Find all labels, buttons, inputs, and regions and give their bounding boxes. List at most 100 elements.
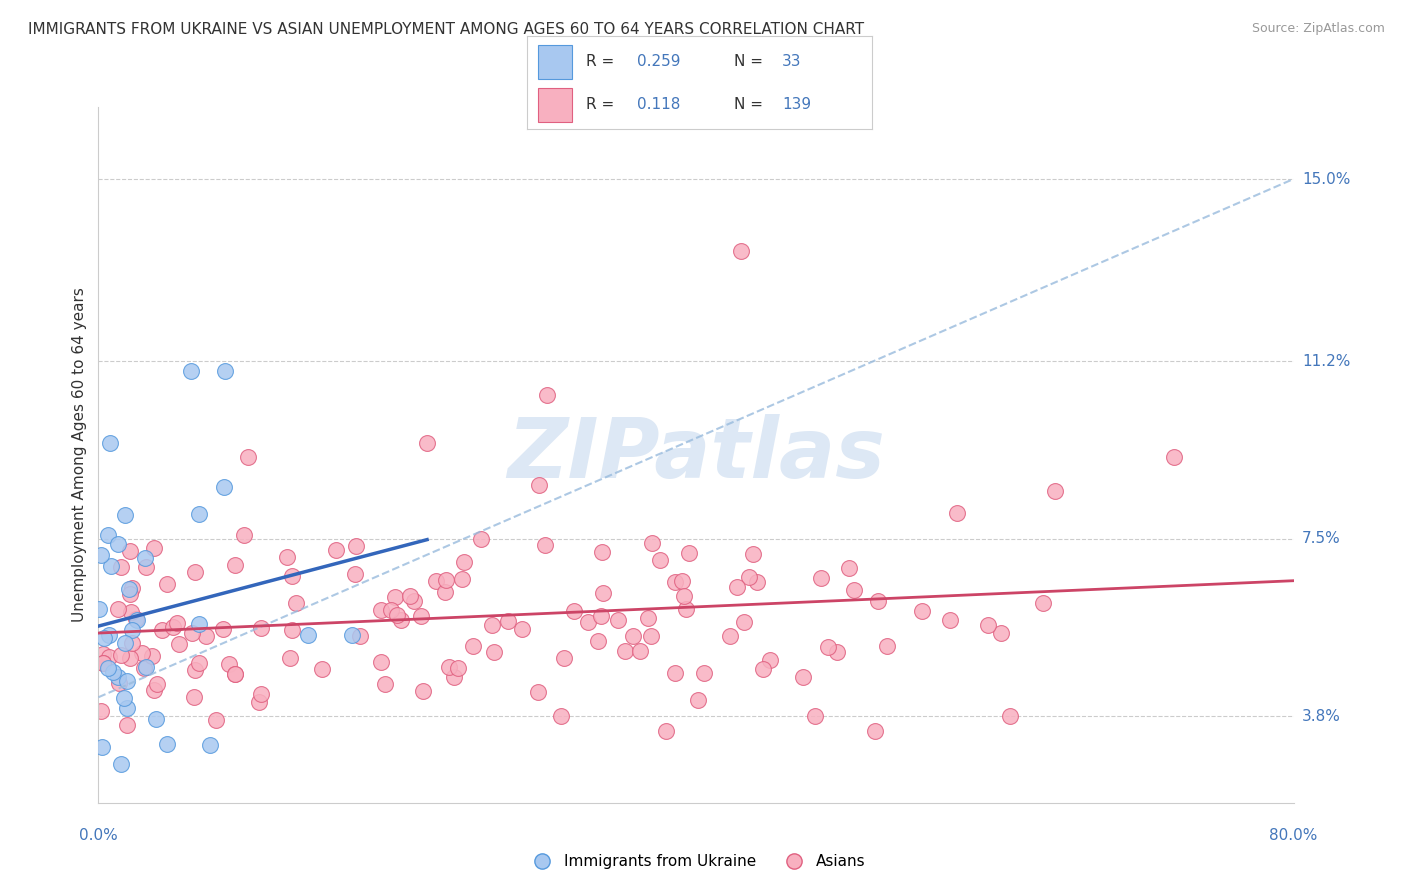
Point [90, 548, 112, 562]
Point [212, 622, 235, 636]
Point [946, 506, 969, 520]
Point [481, 617, 503, 632]
Point [134, 550, 156, 565]
Point [842, 582, 865, 597]
Point [650, 553, 672, 567]
Point [107, 537, 129, 551]
Point [142, 541, 165, 555]
Point [281, 623, 304, 637]
Point [97, 661, 120, 675]
Point [876, 639, 898, 653]
Text: R =: R = [586, 97, 614, 112]
Text: ZIPatlas: ZIPatlas [508, 415, 884, 495]
Point [121, 623, 143, 637]
Point [214, 364, 236, 378]
Point [718, 629, 741, 643]
Point [453, 555, 475, 569]
Point [224, 558, 246, 572]
Point [482, 645, 505, 659]
Point [998, 709, 1021, 723]
Point [98, 436, 122, 450]
Point [155, 737, 177, 751]
Point [146, 677, 169, 691]
Point [131, 647, 153, 661]
Point [865, 723, 887, 738]
Point [671, 574, 693, 589]
Text: 3.8%: 3.8% [1302, 709, 1341, 724]
Point [98, 650, 121, 665]
Point [118, 582, 141, 596]
Point [437, 660, 460, 674]
Point [534, 538, 557, 552]
Point [181, 625, 204, 640]
Point [640, 630, 662, 644]
Point [384, 590, 406, 604]
Point [142, 682, 165, 697]
Point [110, 560, 132, 574]
Point [536, 388, 558, 402]
Point [730, 244, 752, 258]
Point [586, 633, 609, 648]
Text: Source: ZipAtlas.com: Source: ZipAtlas.com [1251, 22, 1385, 36]
Point [725, 580, 748, 594]
Bar [537, 45, 572, 78]
Point [125, 612, 148, 626]
Text: 11.2%: 11.2% [1302, 354, 1350, 369]
Point [370, 655, 392, 669]
Point [911, 604, 934, 618]
Point [205, 713, 228, 727]
Point [166, 615, 188, 630]
Text: R =: R = [586, 54, 614, 70]
Point [162, 620, 184, 634]
Point [738, 570, 761, 584]
Point [107, 670, 129, 684]
Point [187, 617, 209, 632]
Point [733, 615, 755, 629]
Point [118, 544, 141, 558]
Point [188, 657, 211, 671]
Point [825, 645, 848, 659]
Point [641, 536, 664, 550]
Point [233, 527, 256, 541]
Point [97, 528, 120, 542]
Point [183, 690, 205, 705]
Point [576, 615, 599, 629]
Point [939, 614, 962, 628]
Point [212, 479, 235, 493]
Point [1043, 483, 1066, 498]
Point [224, 667, 246, 681]
Legend: Immigrants from Ukraine, Asians: Immigrants from Ukraine, Asians [520, 848, 872, 875]
Point [451, 572, 474, 586]
Point [817, 640, 839, 655]
Point [195, 629, 218, 643]
Point [114, 636, 136, 650]
Point [637, 610, 659, 624]
Point [110, 757, 132, 772]
Point [990, 625, 1012, 640]
Point [135, 660, 157, 674]
Point [89, 602, 111, 616]
Point [90, 704, 112, 718]
Point [463, 640, 485, 654]
Point [135, 560, 157, 574]
Point [112, 691, 135, 706]
Point [425, 574, 447, 588]
Point [101, 665, 124, 679]
Point [118, 587, 141, 601]
Point [349, 628, 371, 642]
Y-axis label: Unemployment Among Ages 60 to 64 years: Unemployment Among Ages 60 to 64 years [72, 287, 87, 623]
Point [374, 676, 396, 690]
Text: 33: 33 [782, 54, 801, 70]
Point [607, 613, 630, 627]
Point [91, 656, 114, 670]
Point [155, 577, 177, 591]
Point [184, 663, 207, 677]
Point [249, 621, 271, 635]
Point [553, 651, 575, 665]
Point [284, 596, 307, 610]
Point [141, 648, 163, 663]
Point [385, 607, 408, 622]
Point [470, 532, 492, 546]
Point [675, 602, 697, 616]
Text: N =: N = [734, 97, 763, 112]
